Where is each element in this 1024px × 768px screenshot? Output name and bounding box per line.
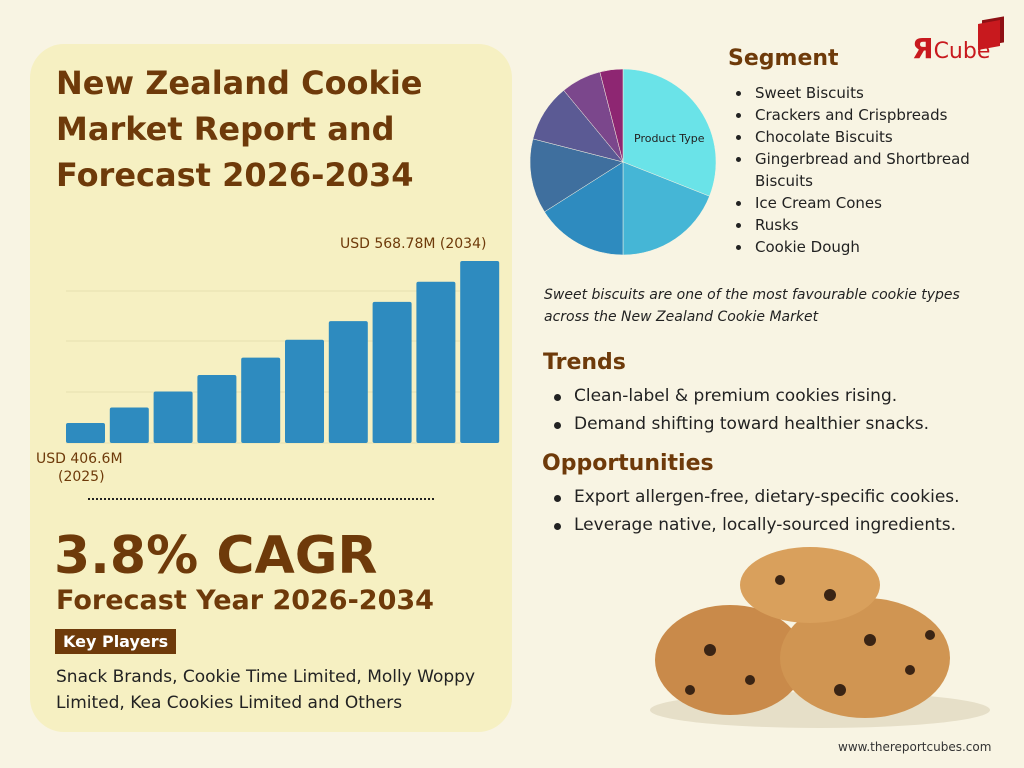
pie-slice-gingerbread-and-shortbread-biscuits — [529, 138, 624, 213]
pie-slice-cookie-dough — [599, 68, 624, 163]
segment-title: Segment — [728, 46, 839, 71]
list-item: Cookie Dough — [736, 236, 1024, 258]
bar-2025 — [66, 423, 105, 443]
list-item: Chocolate Biscuits — [736, 126, 1024, 148]
end-value-label: USD 568.78M (2034) — [340, 236, 486, 252]
bar-2029 — [241, 357, 281, 443]
start-year-label: (2025) — [58, 469, 105, 485]
bar-2026 — [109, 407, 149, 443]
bar-2033 — [416, 281, 456, 443]
report-title: New Zealand Cookie Market Report and For… — [56, 64, 423, 194]
list-item: Leverage native, locally-sourced ingredi… — [550, 511, 960, 539]
key-players-label: Key Players — [55, 629, 177, 654]
pie-center-label: Product Type — [634, 132, 705, 145]
bar-2028 — [197, 374, 237, 443]
bar-2034 — [460, 261, 500, 443]
cube-icon — [978, 20, 1000, 50]
bar-2032 — [372, 301, 412, 443]
segment-note: Sweet biscuits are one of the most favou… — [544, 287, 960, 325]
trends-list: Clean-label & premium cookies rising. Dem… — [550, 382, 929, 438]
bar-2027 — [153, 391, 193, 443]
segment-list: Sweet Biscuits Crackers and Crispbreads Ch… — [736, 82, 1024, 258]
start-value-label: USD 406.6M — [36, 451, 123, 467]
cagr-value: 3.8% CAGR — [54, 526, 378, 586]
pie-slice-sweet-biscuits — [622, 68, 717, 197]
list-item: Crackers and Crispbreads — [736, 104, 1024, 126]
trends-title: Trends — [543, 350, 626, 375]
end-label-text: USD 568.78M (2034) — [340, 236, 487, 252]
divider — [88, 498, 434, 500]
list-item: Ice Cream Cones — [736, 192, 1024, 214]
pie-slice-chocolate-biscuits — [544, 161, 624, 256]
website-link[interactable]: www.thereportcubes.com — [838, 740, 992, 754]
bar-2031 — [328, 321, 368, 443]
list-item: Export allergen-free, dietary-specific c… — [550, 483, 960, 511]
key-players-text: Snack Brands, Cookie Time Limited, Molly… — [56, 667, 476, 713]
logo: ЯCube — [912, 20, 1004, 65]
bar-chart — [66, 261, 500, 444]
list-item: Sweet Biscuits — [736, 82, 1024, 104]
list-item: Demand shifting toward healthier snacks. — [550, 410, 929, 438]
list-item: Rusks — [736, 214, 1024, 236]
list-item: Gingerbread and Shortbread Biscuits — [736, 148, 1024, 192]
cookies-image — [650, 547, 990, 728]
bar-2030 — [285, 339, 324, 443]
pie-slice-crackers-and-crispbreads — [622, 161, 710, 256]
list-item: Clean-label & premium cookies rising. — [550, 382, 929, 410]
pie-chart — [529, 68, 717, 256]
opportunities-title: Opportunities — [542, 451, 714, 476]
opportunities-list: Export allergen-free, dietary-specific c… — [550, 483, 960, 539]
forecast-year: Forecast Year 2026-2034 — [56, 585, 434, 616]
